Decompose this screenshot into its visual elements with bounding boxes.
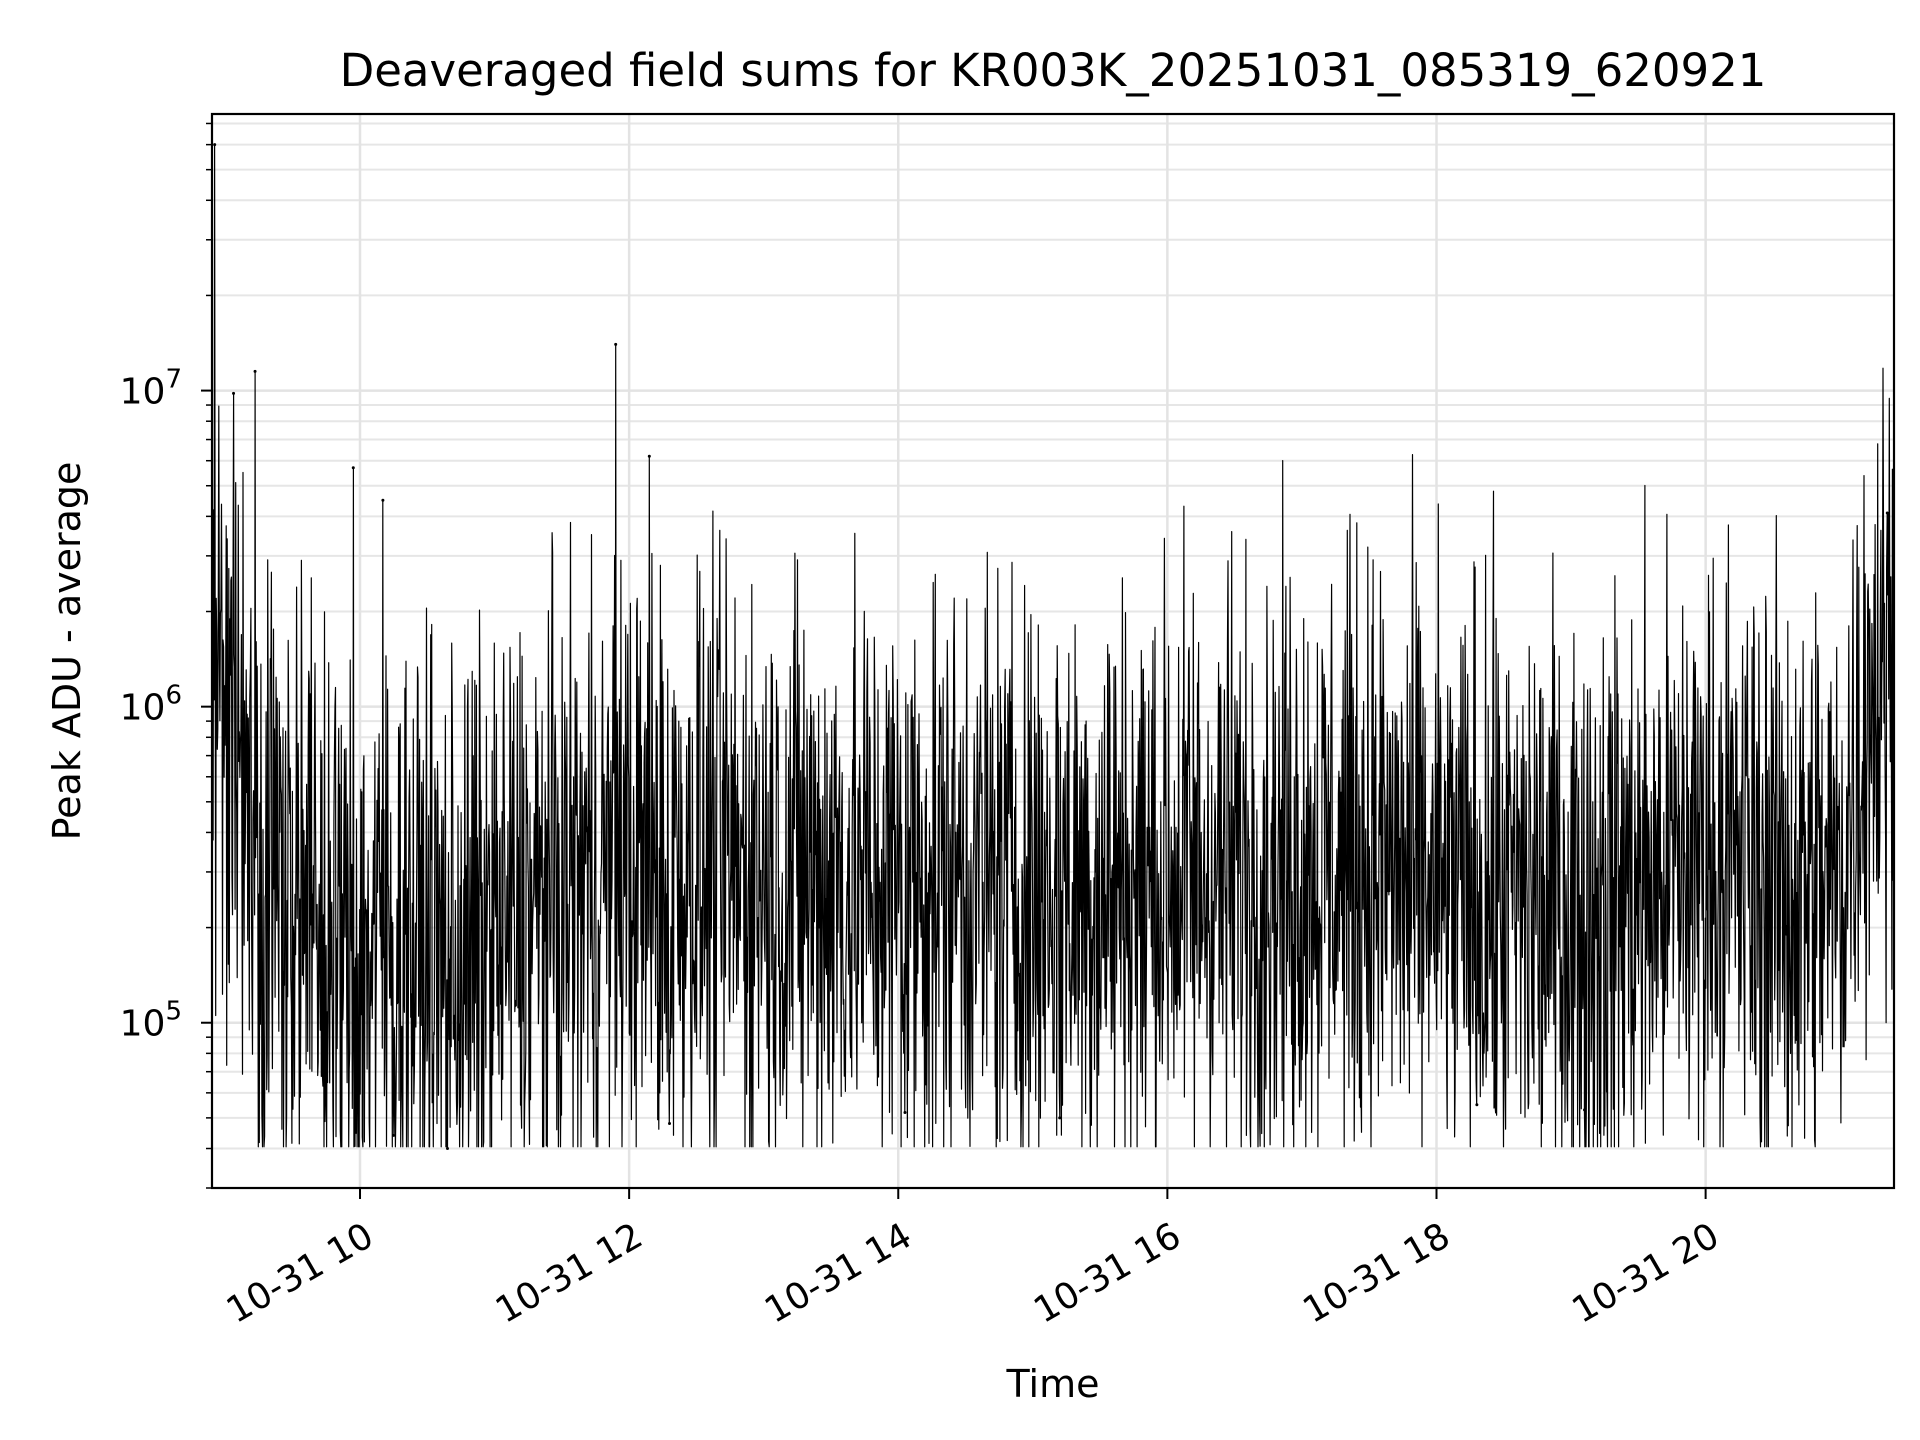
spike-point [232, 391, 236, 395]
dip-point [445, 1147, 449, 1151]
spike-point [351, 466, 355, 470]
spike-point [614, 342, 618, 346]
data-layer [211, 143, 1895, 1151]
spike-point [253, 369, 257, 373]
dip-point [1583, 1108, 1587, 1112]
dip-point [354, 1130, 358, 1134]
spike-point [647, 454, 651, 458]
chart-title: Deaveraged field sums for KR003K_2025103… [340, 44, 1767, 97]
y-tick-label: 105 [120, 997, 182, 1045]
series-line [211, 144, 1895, 1150]
spike-point [1885, 511, 1889, 515]
plot-frame [210, 112, 1896, 1190]
y-axis-label: Peak ADU - average [45, 462, 89, 841]
y-tick-label: 106 [120, 681, 182, 729]
y-tick-label: 107 [120, 365, 182, 413]
dip-point [1058, 1116, 1062, 1120]
spike-point [381, 498, 385, 502]
dip-point [668, 1121, 672, 1125]
spike-point [213, 143, 217, 147]
x-axis-label: Time [1006, 1362, 1100, 1406]
dip-point [392, 1133, 396, 1137]
dip-point [1475, 1103, 1479, 1107]
dip-point [903, 1110, 907, 1114]
